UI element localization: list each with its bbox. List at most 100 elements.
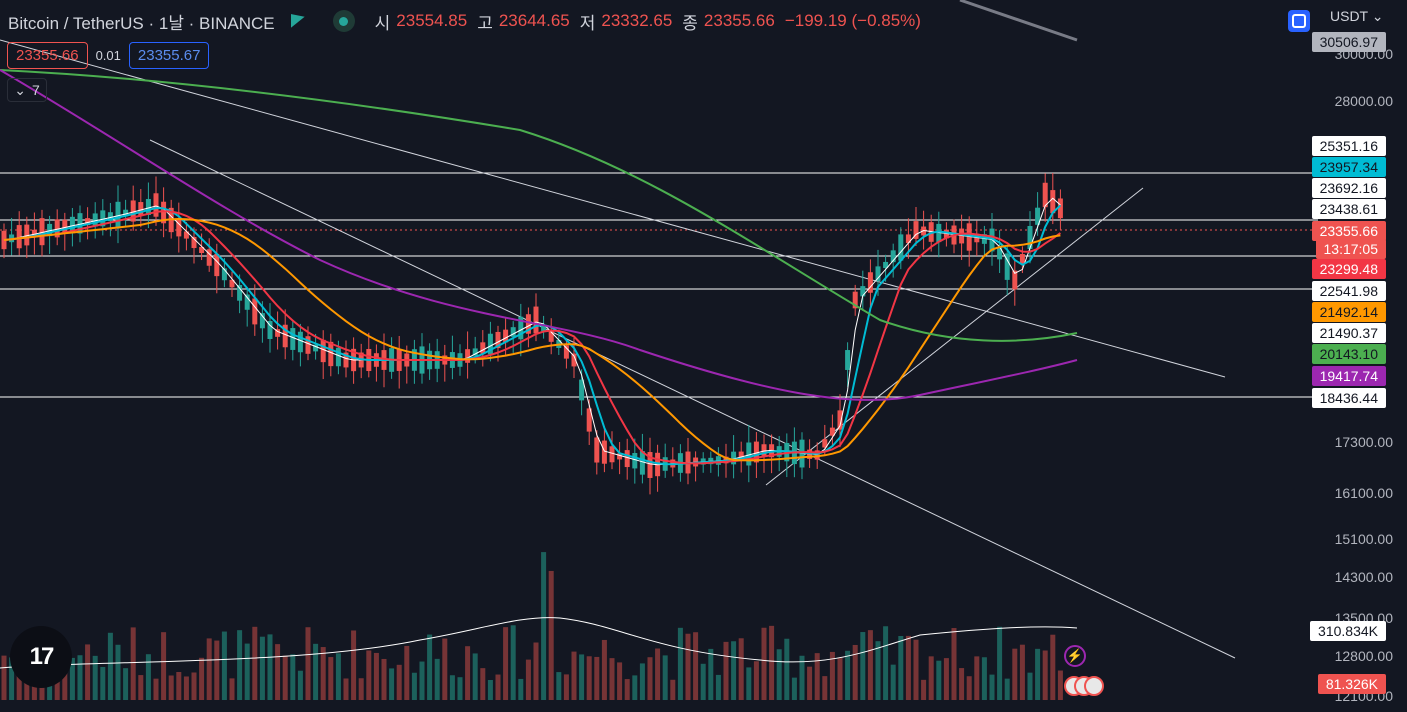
price-tag[interactable]: 23299.48: [1311, 259, 1386, 279]
volume-ma-tag[interactable]: 310.834K: [1310, 621, 1386, 641]
candle-body: [548, 330, 554, 342]
candle-body: [267, 321, 273, 339]
candle-body: [525, 314, 531, 334]
candle-body: [123, 209, 129, 217]
last-price-tag[interactable]: 23355.66: [1311, 221, 1386, 241]
volume-bar: [632, 675, 638, 700]
volume-bar: [191, 672, 197, 700]
events-flags[interactable]: [1064, 676, 1104, 696]
price-tick: 15100.00: [1334, 531, 1393, 547]
volume-bar: [77, 655, 83, 700]
price-tick: 17300.00: [1334, 434, 1393, 450]
currency-selector[interactable]: USDT ⌄: [1330, 8, 1384, 24]
green-flag-icon[interactable]: [290, 14, 305, 28]
price-tag[interactable]: 23692.16: [1311, 178, 1386, 198]
price-tag[interactable]: 20143.10: [1311, 344, 1386, 364]
price-tag[interactable]: 21490.37: [1311, 323, 1386, 343]
candle-body: [259, 313, 265, 329]
volume-bar: [776, 649, 782, 700]
volume-bar: [799, 655, 805, 700]
price-tag[interactable]: 19417.74: [1311, 366, 1386, 386]
volume-bar: [85, 644, 91, 700]
volume-bar: [92, 655, 98, 700]
candle-body: [282, 324, 288, 348]
candle-body: [214, 253, 220, 277]
price-tag[interactable]: 22541.98: [1311, 281, 1386, 301]
volume-bar: [434, 658, 440, 700]
price-tick: 16100.00: [1334, 485, 1393, 501]
candle-body: [252, 298, 258, 325]
volume-bar: [875, 641, 881, 700]
volume-tag[interactable]: 81.326K: [1317, 674, 1386, 694]
volume-bar: [761, 627, 767, 700]
candle-body: [563, 345, 569, 359]
volume-bar: [594, 656, 600, 700]
indicators-toggle[interactable]: ⌄ 7: [7, 78, 47, 102]
candle-body: [571, 353, 577, 367]
volume-bar: [373, 652, 379, 700]
volume-bar: [548, 570, 554, 700]
candle-body: [130, 200, 136, 222]
price-tag[interactable]: 18436.44: [1311, 388, 1386, 408]
candle-body: [320, 339, 326, 363]
volume-bar: [845, 650, 851, 700]
candle-body: [503, 329, 509, 343]
candle-body: [1012, 270, 1018, 290]
volume-bar: [282, 655, 288, 700]
volume-bar: [419, 661, 425, 700]
candle-body: [632, 452, 638, 469]
chevron-down-icon: ⌄: [14, 81, 26, 98]
us-flag-icon[interactable]: [1084, 676, 1104, 696]
candle-body: [465, 349, 471, 363]
buy-button[interactable]: 23355.67: [128, 42, 210, 69]
price-tag[interactable]: 23438.61: [1311, 199, 1386, 219]
price-tag[interactable]: 21492.14: [1311, 302, 1386, 322]
volume-bar: [563, 674, 569, 700]
candle-body: [31, 229, 37, 237]
volume-bar: [670, 679, 676, 700]
price-tag[interactable]: 25351.16: [1311, 136, 1386, 156]
lightning-icon[interactable]: ⚡: [1064, 645, 1086, 667]
price-tag[interactable]: 23957.34: [1311, 157, 1386, 177]
candle-body: [860, 286, 866, 297]
candle-body: [275, 329, 281, 337]
volume-bar: [525, 659, 531, 700]
volume-bar: [685, 633, 691, 700]
price-tag[interactable]: 30506.97: [1311, 32, 1386, 52]
candle-body: [107, 212, 113, 222]
volume-bar: [921, 679, 927, 700]
volume-bar: [814, 653, 820, 700]
candle-body: [313, 344, 319, 352]
market-status-icon[interactable]: [332, 10, 355, 32]
low-value: 23332.65: [601, 11, 673, 30]
volume-bar: [753, 661, 759, 700]
candle-body: [1057, 198, 1063, 219]
tradingview-logo-icon[interactable]: 17: [10, 626, 72, 688]
volume-bar: [176, 671, 182, 700]
order-panel: 23355.66 0.01 23355.67: [7, 42, 210, 69]
ema-line-orange: [3, 217, 1061, 462]
volume-bar: [297, 670, 303, 700]
open-value: 23554.85: [396, 11, 468, 30]
candle-body: [845, 350, 851, 370]
candle-body: [115, 201, 121, 229]
volume-bar: [130, 627, 136, 700]
volume-bar: [715, 674, 721, 700]
candle-body: [541, 324, 547, 332]
symbol-title[interactable]: Bitcoin / TetherUS · 1날 · BINANCE: [8, 13, 275, 33]
screenshot-icon[interactable]: [1288, 10, 1310, 32]
volume-bar: [677, 627, 683, 700]
volume-bar: [221, 631, 227, 700]
volume-bar: [487, 679, 493, 700]
volume-bar: [541, 552, 547, 700]
volume-bar: [161, 632, 167, 700]
volume-bar: [997, 626, 1003, 700]
candle-body: [761, 444, 767, 456]
symbol-legend: Bitcoin / TetherUS · 1날 · BINANCE 시 23554…: [8, 10, 925, 33]
sell-button[interactable]: 23355.66: [7, 42, 88, 69]
candle-body: [335, 347, 341, 367]
ema-line-green: [0, 69, 1078, 342]
volume-bar: [351, 630, 357, 700]
volume-bar: [237, 630, 243, 700]
